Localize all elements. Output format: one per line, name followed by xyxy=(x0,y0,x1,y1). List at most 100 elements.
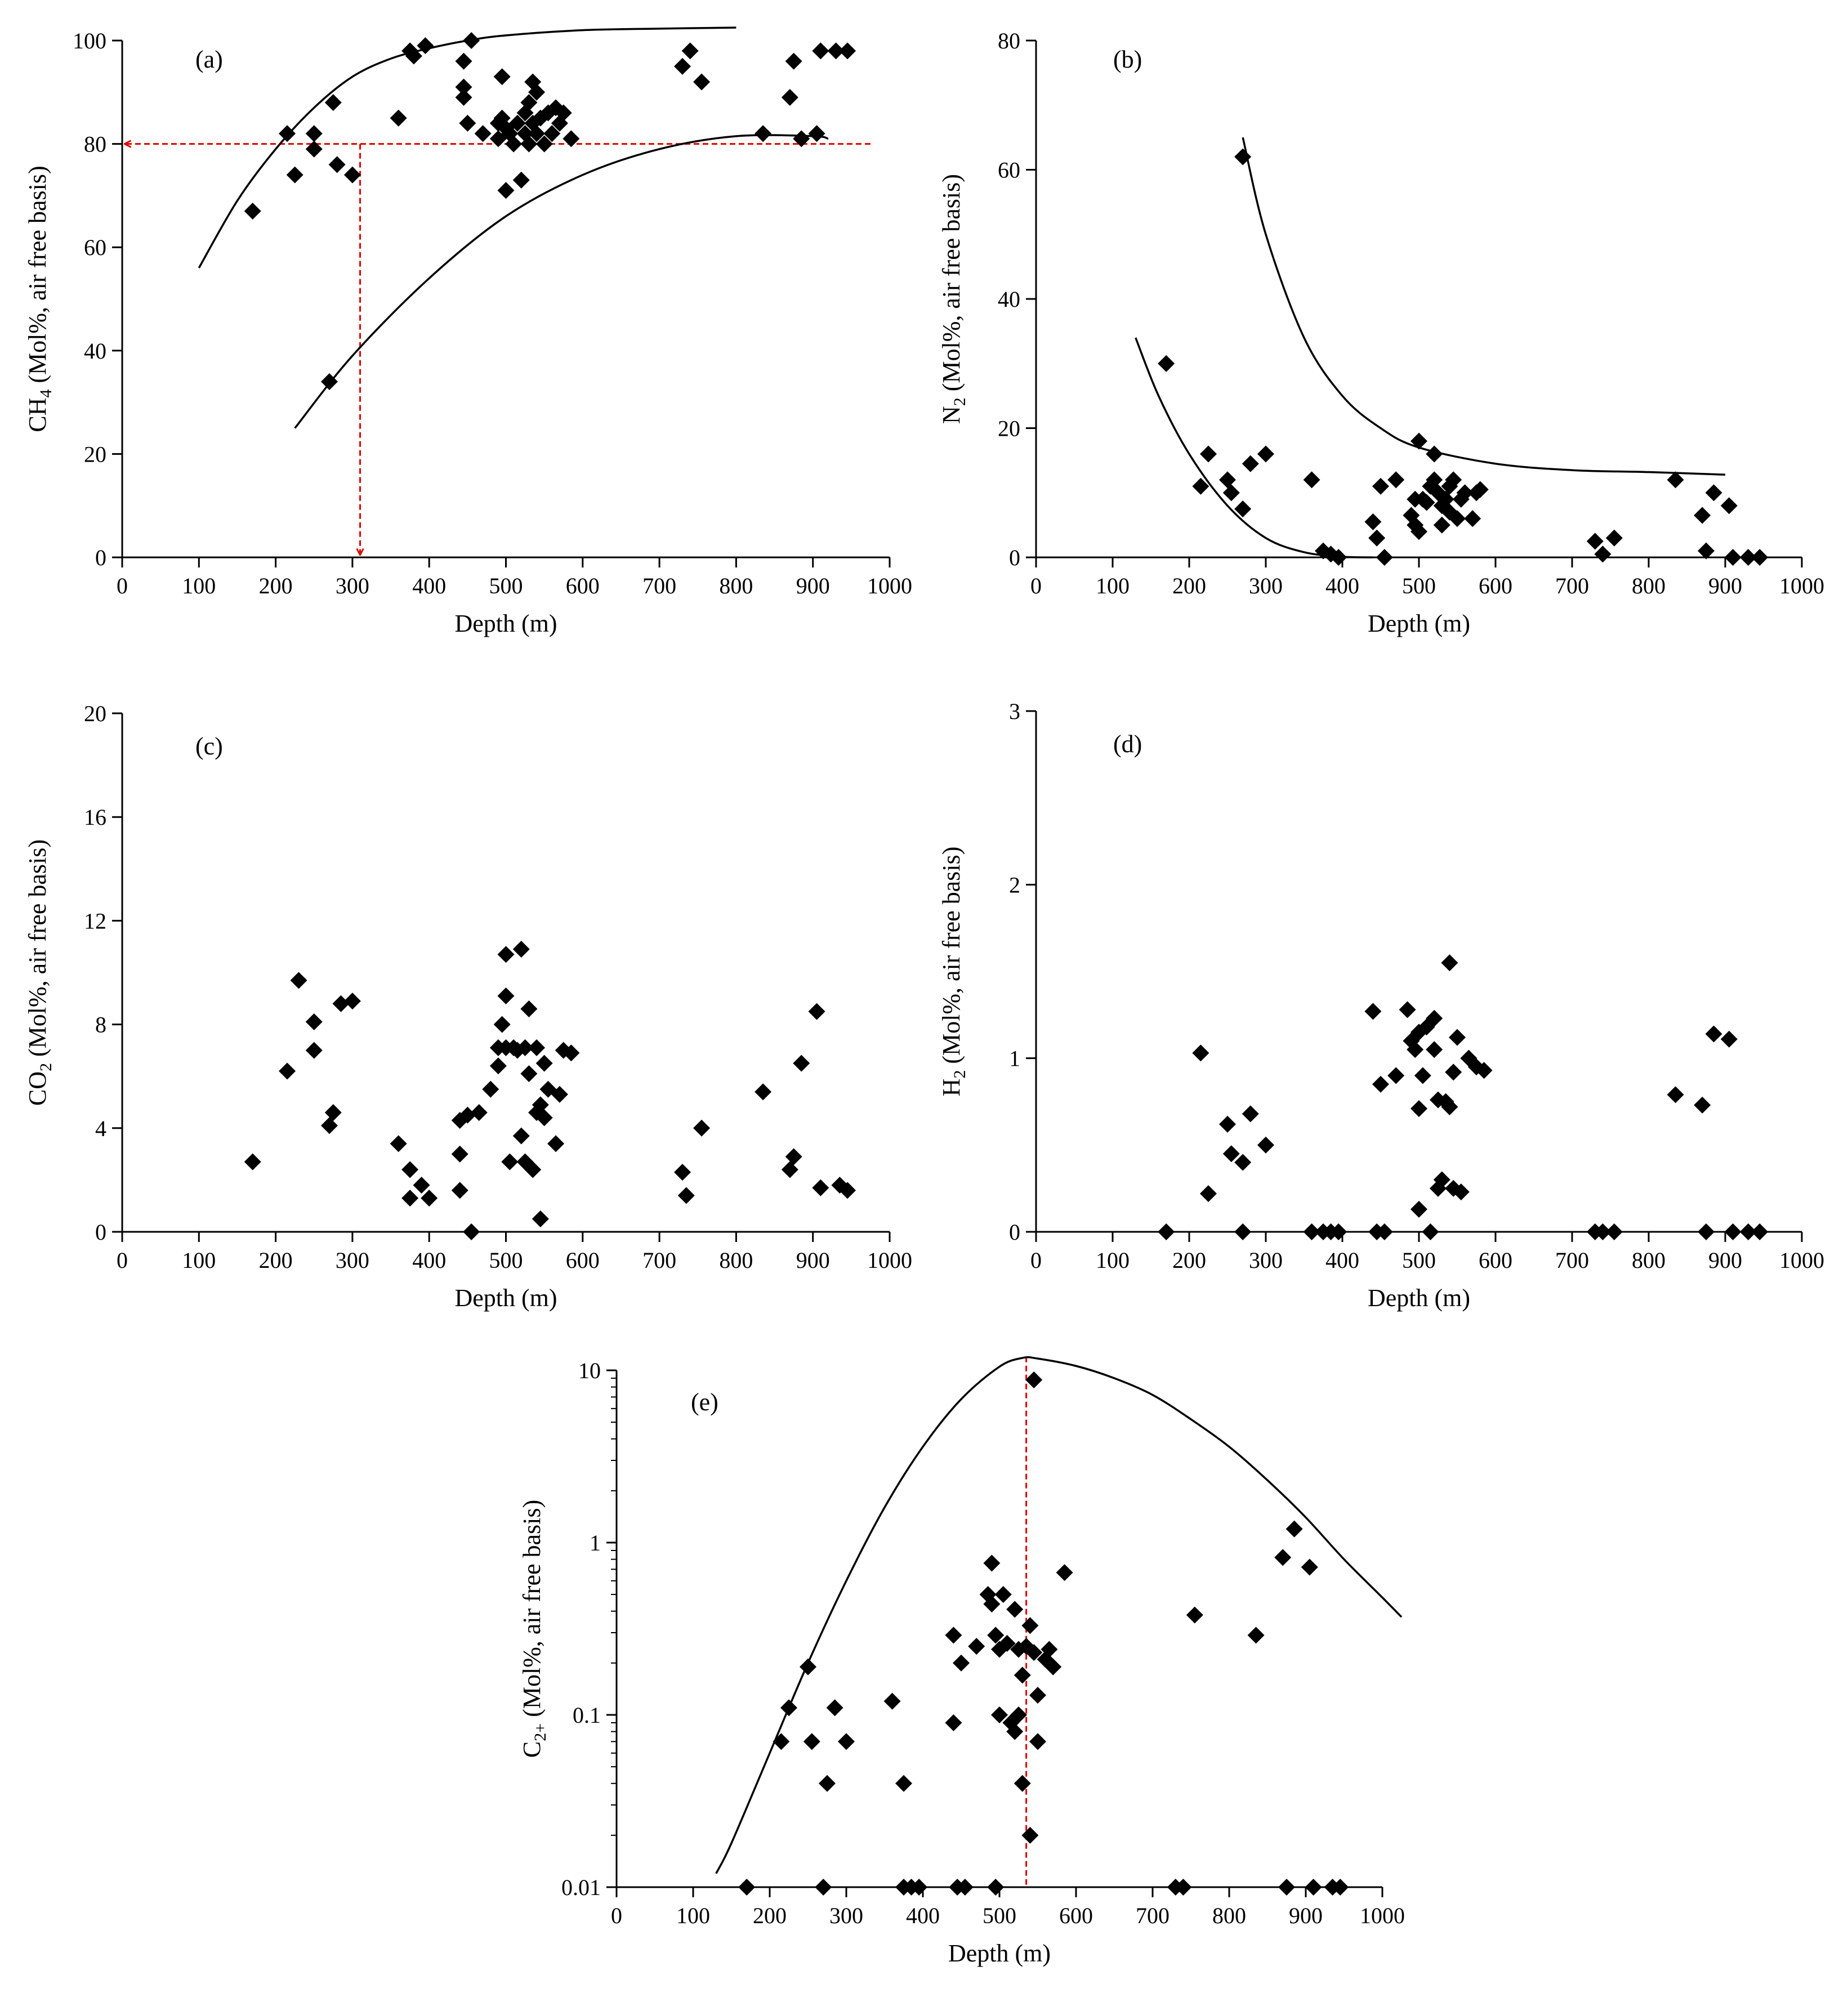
data-point xyxy=(512,941,530,958)
data-point xyxy=(520,1065,538,1083)
x-axis-title: Depth (m) xyxy=(948,1940,1051,1967)
x-tick-label: 200 xyxy=(259,1248,293,1273)
y-axis-title-subscript: 2 xyxy=(950,397,969,406)
y-tick-label: 1 xyxy=(1009,1046,1020,1071)
x-tick-label: 200 xyxy=(753,1903,787,1928)
data-point xyxy=(1029,1733,1046,1750)
data-point xyxy=(1586,533,1604,550)
data-point xyxy=(1247,1626,1265,1644)
data-point xyxy=(1372,1075,1389,1093)
data-point xyxy=(1219,471,1236,489)
data-point xyxy=(1426,1041,1443,1058)
panel-label: (c) xyxy=(195,732,223,760)
data-point xyxy=(1234,1223,1252,1240)
x-tick-label: 900 xyxy=(796,1248,830,1273)
data-point xyxy=(1257,445,1274,463)
data-point xyxy=(1739,1223,1757,1240)
data-point xyxy=(1739,549,1757,566)
data-point xyxy=(800,1658,816,1675)
data-point xyxy=(459,1106,476,1124)
data-point xyxy=(1029,1687,1046,1704)
data-point xyxy=(1705,484,1722,502)
data-point xyxy=(673,1164,691,1181)
x-tick-label: 400 xyxy=(1325,1248,1359,1273)
x-tick-label: 800 xyxy=(1212,1903,1246,1928)
y-axis-title: N2 (Mol%, air free basis) xyxy=(938,174,969,424)
panel-label: (a) xyxy=(195,46,223,73)
y-axis-title-main: C xyxy=(518,1741,546,1758)
y-tick-label: 0.1 xyxy=(573,1702,601,1728)
data-point xyxy=(1705,1025,1722,1043)
x-tick-label: 1000 xyxy=(867,1248,912,1273)
data-point xyxy=(1006,1601,1024,1618)
data-point xyxy=(987,1879,1005,1896)
data-point xyxy=(497,182,515,199)
data-point xyxy=(1426,1009,1443,1027)
data-point xyxy=(983,1554,1001,1572)
data-point xyxy=(1021,1826,1039,1844)
data-point xyxy=(547,1135,565,1152)
x-tick-label: 800 xyxy=(719,573,753,598)
data-point xyxy=(693,1119,711,1137)
y-axis-title-subscript: 2 xyxy=(37,1063,55,1071)
y-axis-title: H2 (Mol%, air free basis) xyxy=(938,847,969,1097)
x-tick-label: 100 xyxy=(1096,1248,1130,1273)
x-tick-label: 300 xyxy=(1249,573,1283,598)
data-point xyxy=(793,130,810,148)
x-tick-label: 0 xyxy=(1030,573,1042,598)
x-tick-label: 100 xyxy=(182,1248,216,1273)
data-point xyxy=(405,47,422,65)
y-tick-label: 8 xyxy=(95,1012,106,1038)
x-tick-label: 200 xyxy=(1172,573,1206,598)
data-point xyxy=(1021,1617,1039,1634)
data-point xyxy=(1242,455,1259,472)
data-point xyxy=(305,140,323,158)
data-point xyxy=(244,202,261,220)
y-tick-label: 80 xyxy=(84,132,106,157)
data-point xyxy=(1441,954,1458,972)
x-tick-label: 700 xyxy=(642,573,676,598)
trend-curve xyxy=(294,134,829,429)
data-point xyxy=(1301,1558,1318,1576)
chart-panel-e: 0 100 200 300 400 500 600 700 800 900 1000 0.01 0.1 1… xyxy=(518,1356,1405,1967)
trend-curve xyxy=(715,1356,1403,1874)
data-point xyxy=(1449,510,1466,528)
data-point xyxy=(1437,490,1454,508)
data-point xyxy=(839,42,856,60)
data-point xyxy=(482,1080,499,1098)
y-tick-label: 0 xyxy=(1009,545,1020,570)
data-point xyxy=(785,1148,802,1165)
data-point xyxy=(1605,1223,1623,1240)
data-point xyxy=(343,993,361,1010)
data-point xyxy=(1387,1067,1405,1084)
x-tick-label: 0 xyxy=(117,573,128,598)
data-point xyxy=(1041,1641,1058,1658)
data-point xyxy=(305,125,323,142)
data-point xyxy=(1433,516,1450,534)
y-tick-label: 60 xyxy=(84,235,106,260)
x-tick-label: 700 xyxy=(642,1248,676,1273)
y-axis-title-rest: (Mol%, air free basis) xyxy=(24,166,51,389)
data-point xyxy=(305,1042,323,1059)
data-point xyxy=(324,1104,342,1121)
y-axis-title-main: CH xyxy=(24,397,51,432)
data-point xyxy=(305,1013,323,1030)
data-point xyxy=(1257,1136,1274,1154)
data-point xyxy=(489,1057,507,1075)
data-point xyxy=(497,946,515,963)
x-tick-label: 600 xyxy=(1479,1248,1512,1273)
data-point xyxy=(508,114,526,132)
y-tick-label: 4 xyxy=(95,1116,106,1141)
data-point xyxy=(1200,1185,1217,1203)
data-point xyxy=(1175,1879,1192,1896)
y-tick-label: 80 xyxy=(998,28,1020,53)
data-point xyxy=(563,1044,580,1062)
x-tick-label: 500 xyxy=(489,573,523,598)
data-point xyxy=(497,987,515,1004)
data-point xyxy=(1200,445,1217,463)
data-point xyxy=(343,166,361,184)
data-point xyxy=(1751,549,1769,566)
data-point xyxy=(1449,1029,1466,1046)
data-point xyxy=(535,135,553,153)
data-point xyxy=(812,1179,829,1196)
